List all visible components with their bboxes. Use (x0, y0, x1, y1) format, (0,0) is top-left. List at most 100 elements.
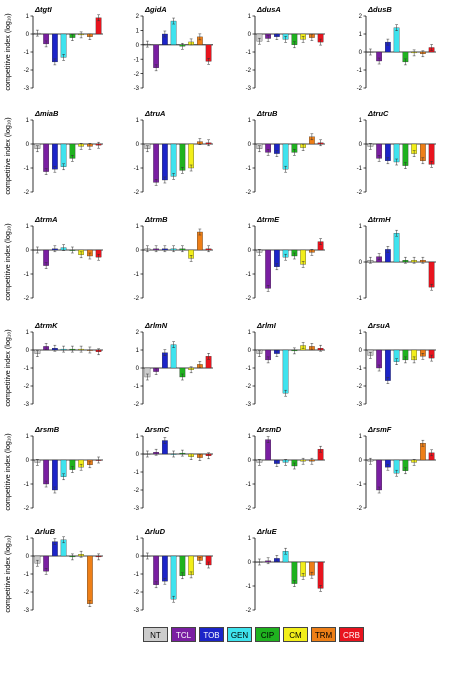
y-tick-label: -1 (134, 470, 140, 476)
y-tick-label: -2 (246, 608, 252, 614)
y-tick-label: 0 (26, 554, 30, 560)
panel-16: ΔrsmB -2 -1 0 1 competitive index (log₁₀) (3, 425, 103, 512)
bar (179, 143, 186, 171)
bar (170, 555, 177, 600)
panel-9: ΔtrmB -2 -1 0 1 (134, 215, 213, 302)
y-tick-label: -3 (24, 86, 30, 92)
bar (60, 143, 67, 167)
panel-title: ΔtruC (367, 109, 389, 118)
y-tick-label: -3 (134, 506, 140, 512)
panel-title: ΔrluB (34, 527, 56, 536)
y-tick-label: -1 (357, 166, 363, 172)
panel-title: ΔdusB (367, 5, 392, 14)
y-tick-label: -1 (134, 272, 140, 278)
y-tick-label: -1 (357, 482, 363, 488)
panel-22: ΔrluE -2 -1 0 1 (246, 527, 325, 614)
y-tick-label: 1 (26, 536, 30, 542)
y-tick-label: 0 (136, 43, 140, 49)
panel-title: ΔrsmF (367, 425, 392, 434)
bar (385, 349, 391, 381)
y-tick-label: -1 (24, 50, 30, 56)
y-tick-label: 0 (248, 560, 252, 566)
panel-title: ΔrsuA (367, 321, 390, 330)
y-tick-label: -2 (357, 506, 363, 512)
y-tick-label: 2 (359, 14, 363, 20)
y-tick-label: -1 (246, 584, 252, 590)
panel-title: ΔtruA (144, 109, 165, 118)
y-axis-label: competitive index (log₁₀) (3, 329, 12, 406)
bar (282, 143, 289, 170)
y-tick-label: 1 (136, 29, 140, 35)
y-tick-label: 1 (248, 14, 252, 20)
bar (87, 555, 93, 604)
y-axis-label: competitive index (log₁₀) (3, 433, 12, 510)
y-tick-label: -2 (246, 506, 252, 512)
y-tick-label: 2 (136, 330, 140, 336)
panel-6: ΔtruB -2 -1 0 1 (246, 109, 325, 196)
y-tick-label: -2 (357, 384, 363, 390)
y-tick-label: -1 (134, 572, 140, 578)
legend-item-crb: CRB (339, 627, 364, 642)
y-tick-label: 0 (359, 348, 363, 354)
y-tick-label: -3 (357, 402, 363, 408)
y-tick-label: 1 (359, 434, 363, 440)
bar (317, 561, 324, 589)
y-tick-label: -2 (24, 190, 30, 196)
bar (170, 344, 177, 369)
panel-title: ΔtrmE (256, 215, 280, 224)
y-tick-label: -3 (246, 402, 252, 408)
y-tick-label: -3 (24, 608, 30, 614)
legend-item-nt: NT (143, 627, 168, 642)
panel-title: ΔtrmA (34, 215, 58, 224)
y-tick-label: -2 (24, 384, 30, 390)
y-tick-label: -1 (24, 272, 30, 278)
panel-title: ΔrsmC (144, 425, 170, 434)
panel-1: ΔgidA -3 -2 -1 0 1 2 (134, 5, 213, 92)
legend-item-trm: TRM (311, 627, 336, 642)
y-tick-label: -2 (357, 86, 363, 92)
y-tick-label: -1 (246, 166, 252, 172)
panel-title: ΔmiaB (34, 109, 59, 118)
y-tick-label: 1 (136, 536, 140, 542)
panel-title: ΔtgtI (34, 5, 53, 14)
y-tick-label: 0 (26, 458, 30, 464)
bar (393, 233, 400, 263)
panel-21: ΔrluD -3 -2 -1 0 1 (134, 527, 213, 614)
y-tick-label: 0 (136, 366, 140, 372)
y-tick-label: 0 (136, 142, 140, 148)
bar (60, 33, 67, 58)
bar (170, 20, 177, 45)
panel-title: ΔtruB (256, 109, 278, 118)
y-tick-label: -1 (24, 166, 30, 172)
y-axis-label: competitive index (log₁₀) (3, 535, 12, 612)
panel-title: ΔrluE (256, 527, 278, 536)
y-tick-label: -2 (246, 190, 252, 196)
bar (393, 27, 400, 53)
y-tick-label: -1 (357, 296, 363, 302)
legend-item-gen: GEN (227, 627, 252, 642)
y-tick-label: 0 (359, 50, 363, 56)
panel-2: ΔdusA -3 -2 -1 0 1 (246, 5, 325, 92)
bar (428, 261, 435, 288)
legend-item-cip: CIP (255, 627, 280, 642)
y-tick-label: 1 (248, 536, 252, 542)
bar (188, 143, 194, 169)
legend-item-tob: TOB (199, 627, 224, 642)
y-tick-label: -1 (246, 366, 252, 372)
y-tick-label: -2 (24, 506, 30, 512)
panel-18: ΔrsmD -2 -1 0 1 (246, 425, 325, 512)
y-tick-label: -2 (24, 296, 30, 302)
y-tick-label: 1 (26, 224, 30, 230)
bar (162, 555, 168, 582)
panel-3: ΔdusB -2 -1 0 1 2 (357, 5, 436, 92)
y-tick-label: -1 (134, 57, 140, 63)
y-tick-label: -2 (134, 296, 140, 302)
y-tick-label: 0 (26, 142, 30, 148)
bar (52, 459, 58, 491)
panel-14: ΔrlmI -3 -2 -1 0 1 (246, 321, 325, 408)
y-tick-label: 1 (136, 348, 140, 354)
bar (170, 143, 177, 177)
y-tick-label: 1 (359, 224, 363, 230)
y-tick-label: 1 (248, 118, 252, 124)
y-tick-label: 1 (136, 434, 140, 440)
